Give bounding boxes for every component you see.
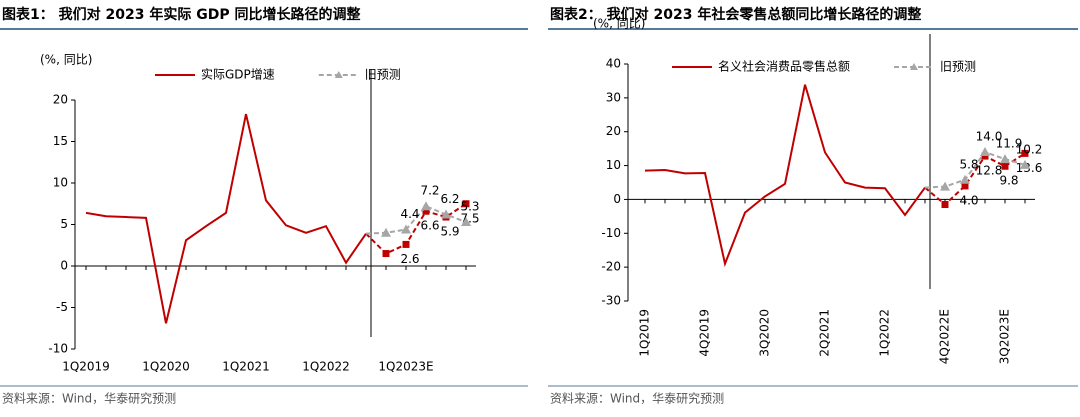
point (961, 182, 969, 190)
x-tick-label: 1Q2020 (142, 360, 190, 374)
y-tick-label: 5 (60, 217, 68, 231)
y-tick-label: 20 (606, 124, 621, 138)
y-tick-label: 0 (60, 259, 68, 273)
point (422, 207, 430, 215)
x-tick-label: 1Q2021 (222, 360, 270, 374)
y-tick-label: -10 (601, 226, 621, 240)
series-line (644, 84, 926, 268)
y-tick-label: 0 (613, 192, 621, 206)
data-label: 5.3 (460, 200, 479, 214)
series-line (85, 113, 367, 324)
x-tick-label: 1Q2022 (878, 309, 892, 357)
point (1000, 154, 1010, 164)
point (381, 227, 391, 237)
y-tick-label: 10 (606, 158, 621, 172)
point (1021, 149, 1029, 157)
point (980, 147, 990, 157)
source: 资料来源：Wind，华泰研究预测 (2, 391, 176, 406)
data-label: 4.0 (959, 193, 978, 207)
legend-label: 旧预测 (365, 68, 401, 82)
data-label: 4.4 (400, 207, 419, 221)
y-tick-label: -10 (48, 342, 68, 356)
x-tick-label: 3Q2020 (758, 309, 772, 357)
legend-label: 名义社会消费品零售总额 (718, 59, 850, 74)
data-label: 2.6 (400, 252, 419, 266)
x-tick-label: 1Q2023E (378, 360, 433, 374)
y-tick-label: 10 (53, 176, 68, 190)
x-tick-label: 2Q2021 (818, 309, 832, 357)
y-tick-label: -20 (601, 260, 621, 274)
point (941, 201, 949, 209)
series-line-dashed (924, 150, 1026, 189)
point (382, 250, 390, 258)
y-tick-label: 40 (606, 57, 621, 71)
y-tick-label: -5 (56, 300, 68, 314)
legend-label: 旧预测 (940, 60, 976, 74)
x-tick-label: 1Q2022 (302, 360, 350, 374)
data-label: 5.8 (959, 157, 978, 171)
x-tick-label: 1Q2019 (62, 360, 110, 374)
data-label: 11.9 (996, 137, 1023, 151)
data-label: 14.0 (976, 130, 1003, 144)
x-tick-label: 3Q2023E (998, 309, 1012, 364)
data-label: 6.6 (420, 219, 439, 233)
y-tick-label: 15 (53, 134, 68, 148)
data-label: 6.2 (440, 192, 459, 206)
y-tick-label: 30 (606, 90, 621, 104)
y-axis-label: (%, 同比) (593, 17, 645, 31)
y-tick-label: -30 (601, 294, 621, 308)
point (1001, 162, 1009, 170)
point (441, 209, 451, 219)
x-tick-label: 4Q2022E (938, 309, 952, 364)
point (421, 201, 431, 211)
y-tick-label: 20 (53, 93, 68, 107)
source: 资料来源：Wind，华泰研究预测 (550, 391, 724, 406)
point (940, 181, 950, 191)
point (461, 217, 471, 227)
data-label: 9.8 (999, 174, 1018, 188)
legend-label: 实际GDP增速 (201, 67, 275, 82)
data-label: 12.8 (976, 164, 1003, 178)
legend-marker (910, 63, 919, 70)
point (401, 224, 411, 234)
data-label: 7.2 (420, 184, 439, 198)
point (1020, 159, 1030, 169)
data-label: 10.2 (1016, 142, 1043, 156)
y-axis-label: (%, 同比) (40, 53, 92, 67)
x-tick-label: 1Q2019 (638, 309, 652, 357)
chart-title: 图表1： 我们对 2023 年实际 GDP 同比增长路径的调整 (2, 6, 361, 23)
x-tick-label: 4Q2019 (698, 309, 712, 357)
legend-marker (334, 71, 343, 78)
point (960, 174, 970, 184)
point (981, 152, 989, 160)
chart-title: 图表2： 我们对 2023 年社会零售总额同比增长路径的调整 (550, 6, 922, 23)
point (462, 200, 470, 208)
point (402, 240, 410, 248)
data-label: 5.9 (440, 225, 459, 239)
